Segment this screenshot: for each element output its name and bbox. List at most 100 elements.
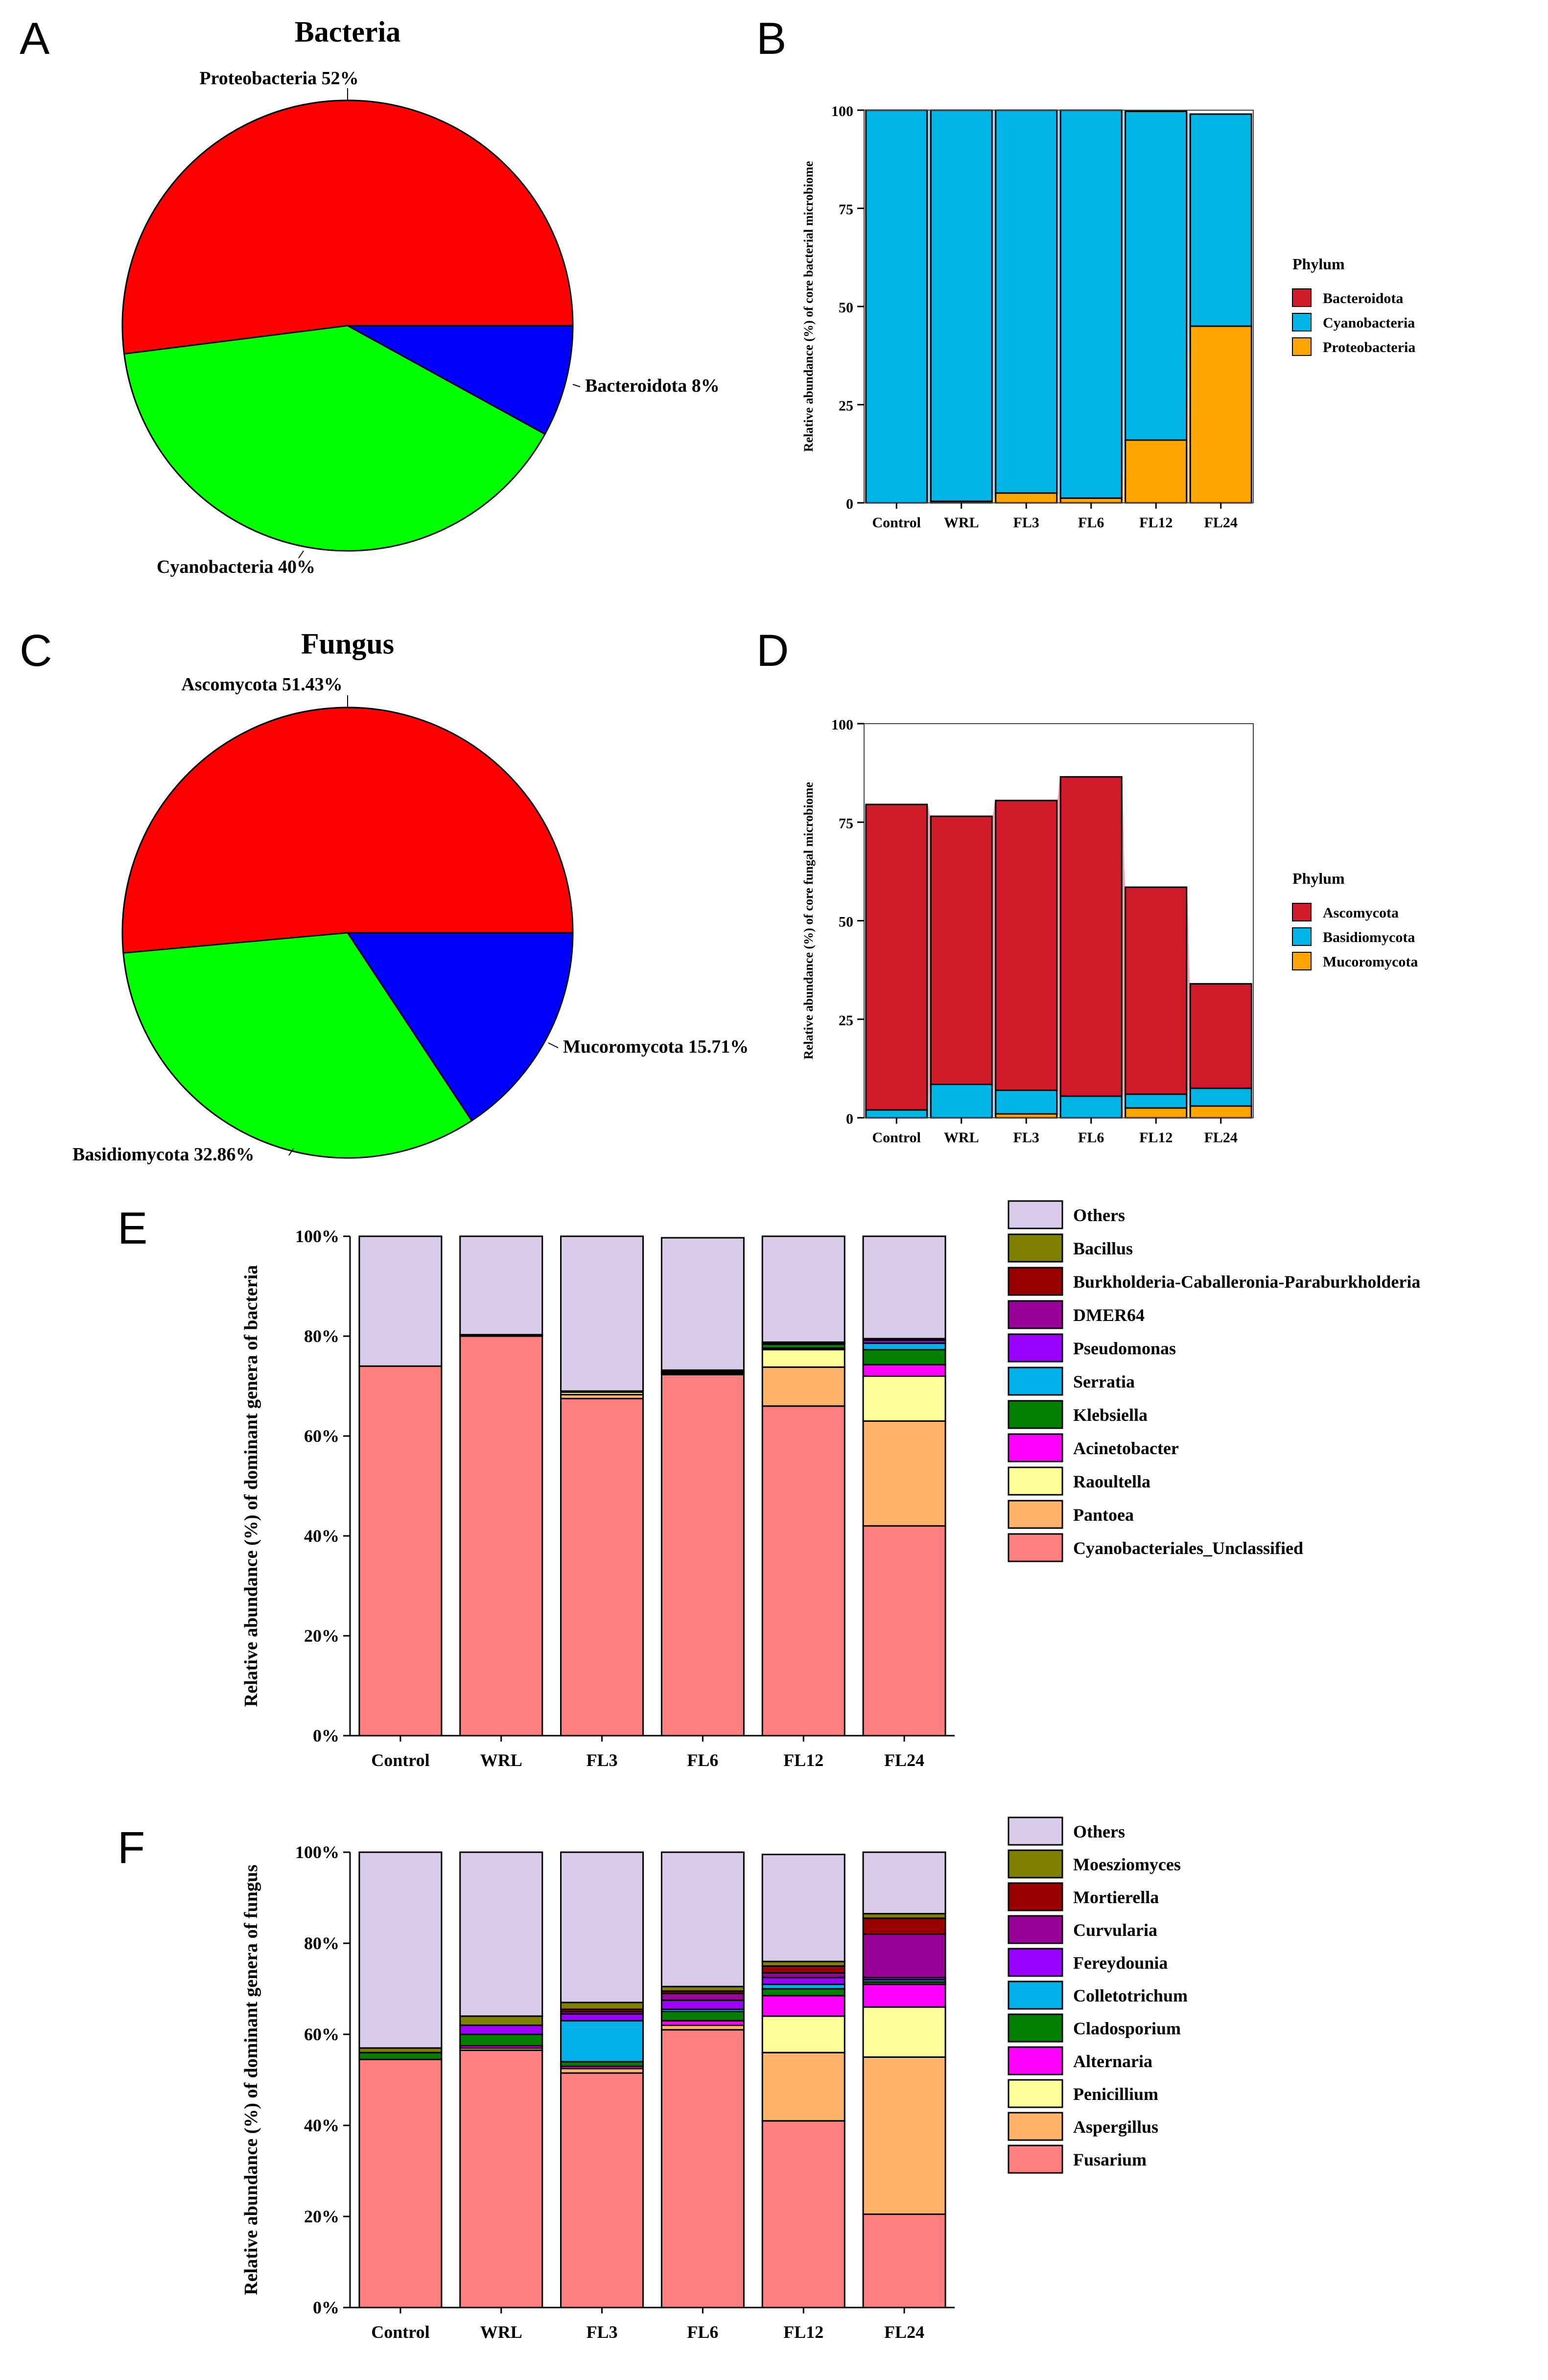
y-tick-label: 25 [839,1013,853,1029]
bar-segment-fereydounia [660,1999,745,2010]
legend-swatch-ascomycota [1292,903,1312,921]
y-axis-label: Relative abundance (%) of dominant gener… [241,1265,261,1707]
bar-segment-klebsiella [862,1349,946,1366]
bar-segment-ascomycota [865,803,928,1111]
pie-label-proteobacteria: Proteobacteria 52% [199,68,358,89]
x-tick-label: FL6 [1078,515,1104,531]
legend-label-raoultella: Raoultella [1073,1472,1150,1491]
flow-band-mucoromycota [1186,1106,1191,1118]
bar-segment-cladosporium [358,2051,443,2060]
legend-swatch-alternaria [1008,2046,1063,2075]
pie-label-mucoromycota: Mucoromycota 15.71% [563,1037,749,1057]
bar-segment-moesziomyces [459,2015,543,2026]
legend-swatch-others [1008,1200,1063,1229]
bar-group-fl12 [761,1854,845,2309]
bar-segment-alternaria [761,1995,845,2017]
bar-segment-pantoea [862,1420,946,1527]
panel-a: A Bacteria Proteobacteria 52% Cyanobacteria… [20,14,720,577]
legend-title: Phylum [1292,870,1345,887]
x-tick-label: FL6 [687,2322,718,2342]
y-tick-label: 40% [304,1526,339,1546]
panel-letter: F [117,1823,145,1873]
x-tick-label: FL12 [1139,1130,1173,1146]
flow-band-ascomycota [1186,887,1191,1094]
legend-label-serratia: Serratia [1073,1372,1135,1391]
bar-segment-cladosporium [459,2033,543,2047]
y-axis-label: Relative abundance (%) of core bacterial… [801,161,816,452]
bar-group-fl24 [862,1851,946,2309]
legend-label-cyanobacteria: Cyanobacteria [1323,315,1415,331]
legend-title: Phylum [1292,255,1345,273]
bar-segment-cyanobacteria [1059,109,1123,499]
bar-segment-curvularia [862,1933,946,1979]
bar-segment-cyanobacteriales-unclassified [358,1365,443,1737]
bar-group-control [865,803,928,1119]
bar-group-fl3 [560,1851,644,2309]
x-tick-label: FL12 [783,1750,823,1770]
bar-segment-aspergillus [862,2056,946,2215]
x-tick-label: FL24 [884,2322,924,2342]
pie-leader-line [572,384,581,387]
panel-e: E 0% 20% 40% 60% 80% 100% Control WRL FL3 FL6 FL12 F… [117,1200,1420,1770]
flow-band-cyanobacteria [1122,110,1126,498]
legend-label-proteobacteria: Proteobacteria [1323,339,1415,355]
bar-segment-others [358,1851,443,2049]
bar-segment-cladosporium [761,1988,845,1997]
legend-label-cyanobacteriales-unclassified: Cyanobacteriales_Unclassified [1073,1538,1303,1558]
bar-segment-serratia [862,1342,946,1351]
y-tick-label: 75 [839,815,853,831]
legend: Phylum Ascomycota Basidiomycota Mucoromycot… [1292,870,1418,970]
legend-label-pseudomonas: Pseudomonas [1073,1339,1176,1358]
legend-swatch-klebsiella [1008,1400,1063,1429]
bar-group-control [358,1851,443,2309]
x-tick-label: FL3 [1013,515,1039,531]
x-tick-label: FL3 [1013,1130,1039,1146]
legend-swatch-serratia [1008,1367,1063,1396]
y-tick-label: 20% [304,2207,339,2226]
legend-label-fusarium: Fusarium [1073,2150,1147,2169]
legend: Others Bacillus Burkholderia-Caballeronia-… [1008,1200,1420,1562]
legend-label-penicillium: Penicillium [1073,2084,1158,2104]
x-tick-label: FL3 [586,2322,618,2342]
legend-label-alternaria: Alternaria [1073,2051,1152,2071]
x-tick-label: WRL [944,515,979,531]
legend-swatch-acinetobacter [1008,1433,1063,1462]
x-tick-label: FL24 [884,1750,924,1770]
flow-band-basidiomycota [927,1084,931,1118]
bar-segment-cyanobacteria [1125,110,1188,441]
legend-label-ascomycota: Ascomycota [1323,905,1399,921]
bar-segment-cyanobacteriales-unclassified [761,1405,845,1737]
pie-label-ascomycota: Ascomycota 51.43% [181,674,342,695]
bar-group-fl3 [995,800,1058,1119]
flow-band-basidiomycota [1122,1094,1126,1118]
legend-swatch-curvularia [1008,1915,1063,1944]
bar-group-control [358,1235,443,1737]
pie-title: Bacteria [295,16,401,48]
pie-slice-ascomycota [121,707,574,954]
bar-group-fl12 [761,1235,845,1737]
bar-segment-others [761,1235,845,1343]
legend-swatch-mucoromycota [1292,952,1312,970]
bar-group-fl24 [862,1235,946,1737]
legend-swatch-bacillus [1008,1233,1063,1263]
bar-segment-others [761,1854,845,1962]
bar-segment-cyanobacteriales-unclassified [862,1525,946,1737]
pie-slice-proteobacteria [121,99,574,355]
bar-segment-others [459,1851,543,2017]
bar-group-wrl [930,109,993,504]
y-axis-label: Relative abundance (%) of dominant gener… [241,1864,261,2295]
panel-letter: E [117,1203,147,1253]
bar-segment-mucoromycota [1125,1107,1188,1119]
flow-band-basidiomycota [1186,1088,1191,1108]
x-tick-label: WRL [480,2322,522,2342]
pie-label-basidiomycota: Basidiomycota 32.86% [72,1144,255,1165]
bar-segment-ascomycota [1125,886,1188,1095]
y-tick-label: 80% [304,1933,339,1953]
bar-segment-others [459,1235,543,1336]
legend-swatch-basidiomycota [1292,927,1312,946]
panel-letter: C [20,626,52,676]
bar-group-fl3 [995,109,1058,504]
bar-segment-raoultella [761,1349,845,1368]
legend-swatch-dmer64 [1008,1300,1063,1329]
legend-label-colletotrichum: Colletotrichum [1073,1986,1188,2005]
